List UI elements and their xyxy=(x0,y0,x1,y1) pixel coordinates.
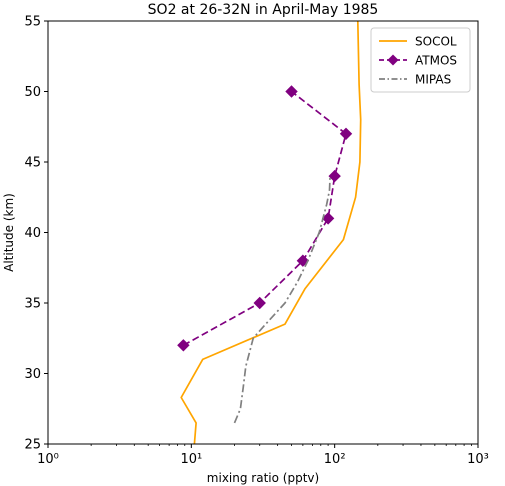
y-axis: 25 30 35 40 45 50 55 xyxy=(24,15,48,453)
y-tick-label: 40 xyxy=(24,226,41,241)
legend-box xyxy=(370,27,471,93)
data-point-atmos xyxy=(328,169,341,183)
plot-area xyxy=(177,20,362,445)
x-tick-label: 10⁰ xyxy=(37,452,59,467)
data-point-atmos xyxy=(339,127,353,141)
y-tick-label: 55 xyxy=(24,15,41,30)
x-tick-label: 10² xyxy=(324,452,346,467)
series-line-socol xyxy=(180,20,362,445)
y-tick-label: 45 xyxy=(24,156,41,171)
y-tick-label: 25 xyxy=(24,438,41,453)
y-axis-label: Altitude (km) xyxy=(2,193,16,272)
legend-label-socol: SOCOL xyxy=(415,35,457,49)
x-axis-label: mixing ratio (pptv) xyxy=(207,471,319,485)
legend: SOCOL ATMOS MIPAS xyxy=(370,27,471,93)
x-tick-label: 10³ xyxy=(467,452,489,467)
y-tick-label: 30 xyxy=(24,367,41,382)
data-point-atmos xyxy=(177,339,190,352)
data-point-atmos xyxy=(321,212,335,225)
legend-label-mipas: MIPAS xyxy=(415,73,451,87)
data-point-atmos xyxy=(285,85,298,98)
data-point-atmos xyxy=(253,296,266,310)
x-axis: 10⁰ 10¹ 10² 10³ xyxy=(37,444,489,467)
y-tick-label: 50 xyxy=(24,85,41,100)
y-tick-label: 35 xyxy=(24,297,41,312)
x-tick-label: 10¹ xyxy=(180,452,202,467)
series-line-mipas xyxy=(233,176,331,424)
legend-marker-atmos xyxy=(387,54,399,66)
legend-label-atmos: ATMOS xyxy=(415,54,457,68)
chart-title: SO2 at 26-32N in April-May 1985 xyxy=(148,2,379,18)
